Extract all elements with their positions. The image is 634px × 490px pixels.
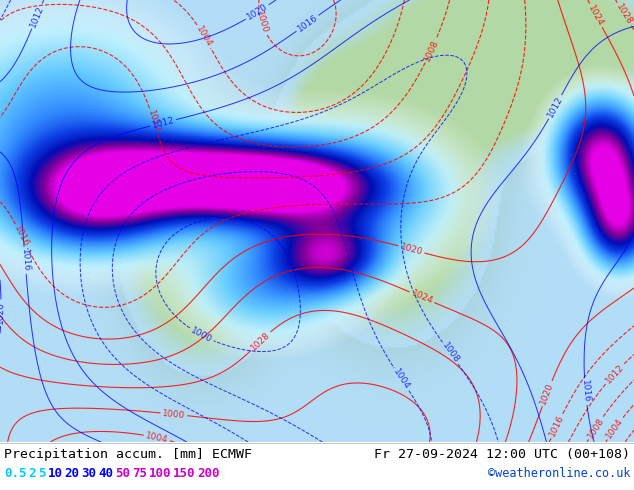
Text: 30: 30 — [81, 467, 96, 480]
Text: 1012: 1012 — [146, 109, 162, 133]
Text: 1020: 1020 — [245, 2, 269, 22]
Text: 1000: 1000 — [189, 325, 214, 344]
Text: Precipitation accum. [mm] ECMWF: Precipitation accum. [mm] ECMWF — [4, 448, 252, 461]
Text: 1020: 1020 — [399, 242, 424, 257]
Text: 2: 2 — [28, 467, 36, 480]
Text: 1008: 1008 — [422, 38, 440, 63]
Text: 5: 5 — [38, 467, 45, 480]
Text: 1012: 1012 — [151, 116, 176, 130]
Text: 0.5: 0.5 — [4, 467, 27, 480]
Text: 1000: 1000 — [162, 409, 186, 420]
Text: 1004: 1004 — [195, 24, 214, 49]
Text: 10: 10 — [48, 467, 63, 480]
Text: Fr 27-09-2024 12:00 UTC (00+108): Fr 27-09-2024 12:00 UTC (00+108) — [374, 448, 630, 461]
Text: ©weatheronline.co.uk: ©weatheronline.co.uk — [488, 467, 630, 480]
Text: 1012: 1012 — [546, 95, 565, 119]
Text: 1020: 1020 — [0, 301, 6, 324]
Text: 40: 40 — [98, 467, 113, 480]
Text: 1016: 1016 — [13, 224, 30, 248]
Text: 1024: 1024 — [410, 289, 434, 306]
Text: 1016: 1016 — [295, 13, 320, 34]
Text: 200: 200 — [197, 467, 219, 480]
Text: 1016: 1016 — [548, 414, 566, 438]
Text: 150: 150 — [173, 467, 195, 480]
Text: 75: 75 — [132, 467, 147, 480]
Text: 1028: 1028 — [249, 330, 272, 352]
Text: 100: 100 — [149, 467, 171, 480]
Text: 1012: 1012 — [29, 4, 46, 28]
Text: 1012: 1012 — [604, 362, 626, 385]
Text: 1024: 1024 — [586, 3, 605, 27]
Text: 20: 20 — [65, 467, 79, 480]
Text: 1028: 1028 — [614, 2, 634, 26]
Text: 1016: 1016 — [20, 248, 30, 272]
Text: 1020: 1020 — [539, 381, 555, 406]
Text: 50: 50 — [115, 467, 130, 480]
Text: 1008: 1008 — [586, 416, 605, 440]
Text: 1000: 1000 — [254, 10, 269, 34]
Text: 1004: 1004 — [605, 416, 625, 441]
Text: 1004: 1004 — [145, 431, 169, 444]
Text: 1016: 1016 — [580, 380, 591, 403]
Text: 1008: 1008 — [440, 341, 461, 365]
Text: 1004: 1004 — [392, 368, 411, 392]
